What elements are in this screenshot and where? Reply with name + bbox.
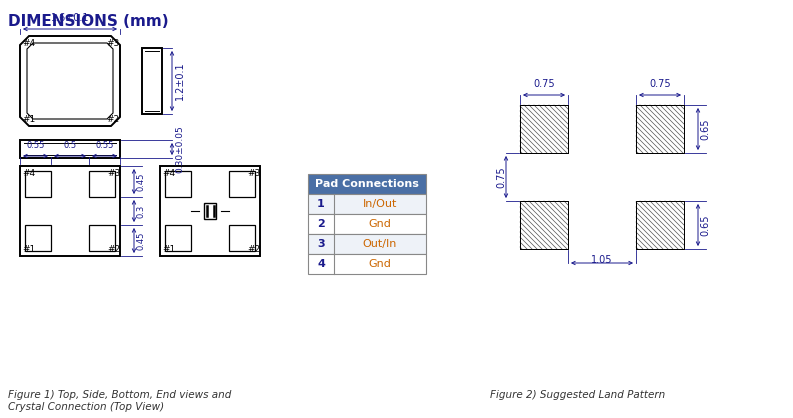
Bar [520, 201, 568, 249]
Text: #1: #1 [22, 245, 35, 254]
Bar [308, 174, 426, 194]
Text: 0.45: 0.45 [136, 172, 145, 191]
Text: Figure 1) Top, Side, Bottom, End views and
Crystal Connection (Top View): Figure 1) Top, Side, Bottom, End views a… [8, 390, 232, 412]
Text: #2: #2 [107, 245, 120, 254]
Bar [636, 105, 684, 153]
Text: 3: 3 [317, 239, 325, 249]
Text: 1.05: 1.05 [592, 255, 613, 265]
Text: 0.75: 0.75 [496, 166, 506, 188]
Bar [636, 201, 684, 249]
Bar [204, 203, 216, 219]
Text: 0.30±0.05: 0.30±0.05 [175, 125, 184, 173]
Bar [165, 171, 191, 197]
Text: Pad Connections: Pad Connections [315, 179, 419, 189]
Bar [20, 140, 120, 158]
Bar [25, 225, 51, 251]
Text: 0.45: 0.45 [136, 231, 145, 250]
Text: #3: #3 [107, 169, 121, 178]
Text: In/Out: In/Out [363, 199, 397, 209]
Bar [308, 214, 426, 234]
Bar [89, 171, 115, 197]
Text: Gnd: Gnd [369, 219, 392, 229]
Text: Out/In: Out/In [363, 239, 397, 249]
Text: 0.65: 0.65 [700, 118, 710, 140]
Text: 1: 1 [317, 199, 325, 209]
Text: Gnd: Gnd [369, 259, 392, 269]
Text: 1.6±0.1: 1.6±0.1 [51, 13, 90, 23]
Bar [229, 225, 255, 251]
Bar [165, 225, 191, 251]
Text: 0.75: 0.75 [533, 79, 555, 89]
Text: 0.55: 0.55 [95, 141, 113, 150]
Text: #3: #3 [247, 169, 260, 178]
Text: 0.75: 0.75 [649, 79, 671, 89]
Text: 1.2±0.1: 1.2±0.1 [175, 62, 185, 100]
Text: DIMENSIONS (mm): DIMENSIONS (mm) [8, 14, 169, 29]
Bar [308, 234, 426, 254]
Text: #3: #3 [106, 39, 119, 48]
Bar [636, 105, 684, 153]
Text: 0.55: 0.55 [26, 141, 44, 150]
Text: 0.3: 0.3 [136, 204, 145, 218]
Bar [520, 105, 568, 153]
Polygon shape [20, 36, 120, 126]
Bar [636, 201, 684, 249]
Text: #4: #4 [22, 39, 35, 48]
Bar [308, 254, 426, 274]
Text: #1: #1 [22, 115, 35, 124]
Text: Figure 2) Suggested Land Pattern: Figure 2) Suggested Land Pattern [490, 390, 665, 400]
Text: 0.5: 0.5 [63, 141, 77, 150]
Text: #2: #2 [247, 245, 260, 254]
Bar [20, 166, 120, 256]
Bar [520, 105, 568, 153]
Bar [229, 171, 255, 197]
Text: #4: #4 [162, 169, 175, 178]
Text: #1: #1 [162, 245, 175, 254]
Text: 2: 2 [317, 219, 325, 229]
Text: 4: 4 [317, 259, 325, 269]
Bar [25, 171, 51, 197]
Text: #4: #4 [22, 169, 35, 178]
Text: 0.65: 0.65 [700, 214, 710, 236]
Bar [160, 166, 260, 256]
Bar [308, 194, 426, 214]
Text: #2: #2 [106, 115, 119, 124]
Bar [520, 201, 568, 249]
Bar [89, 225, 115, 251]
Polygon shape [27, 43, 113, 119]
Bar [142, 48, 162, 114]
